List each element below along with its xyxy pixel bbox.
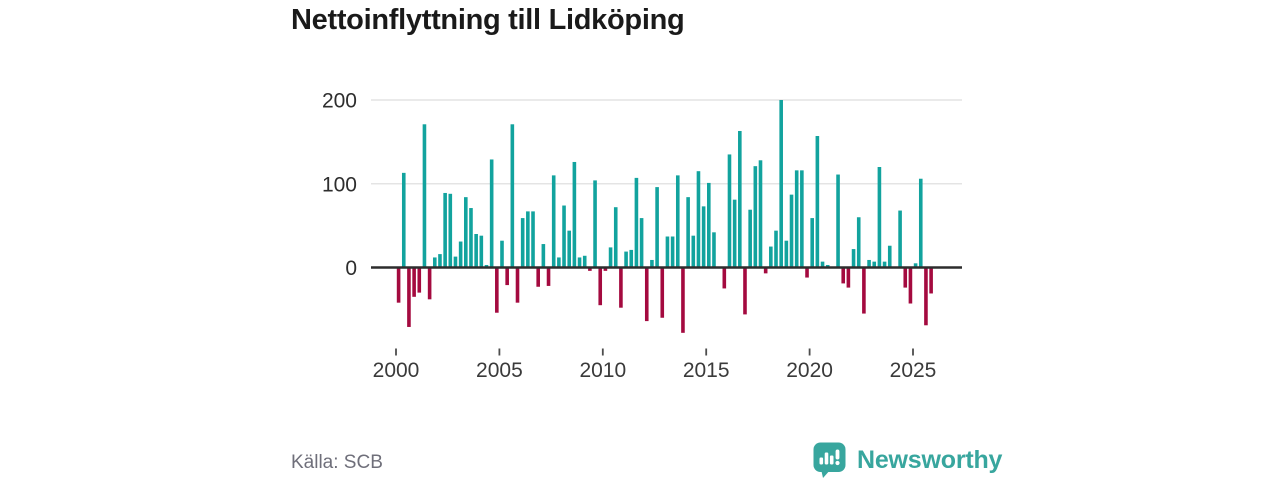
svg-text:2025: 2025 — [890, 359, 937, 382]
svg-text:2010: 2010 — [579, 359, 626, 382]
svg-text:2000: 2000 — [373, 359, 420, 382]
source-label: Källa: SCB — [291, 452, 383, 473]
newsworthy-icon — [813, 442, 846, 478]
svg-text:2005: 2005 — [476, 359, 523, 382]
svg-text:0: 0 — [345, 257, 357, 280]
brand-name: Newsworthy — [857, 446, 1003, 474]
chart-title: Nettoinflyttning till Lidköping — [291, 4, 685, 36]
svg-text:100: 100 — [322, 173, 357, 196]
newsworthy-logo[interactable]: Newsworthy — [813, 442, 1002, 478]
svg-text:2015: 2015 — [683, 359, 730, 382]
svg-text:2020: 2020 — [786, 359, 833, 382]
svg-text:200: 200 — [322, 90, 357, 113]
